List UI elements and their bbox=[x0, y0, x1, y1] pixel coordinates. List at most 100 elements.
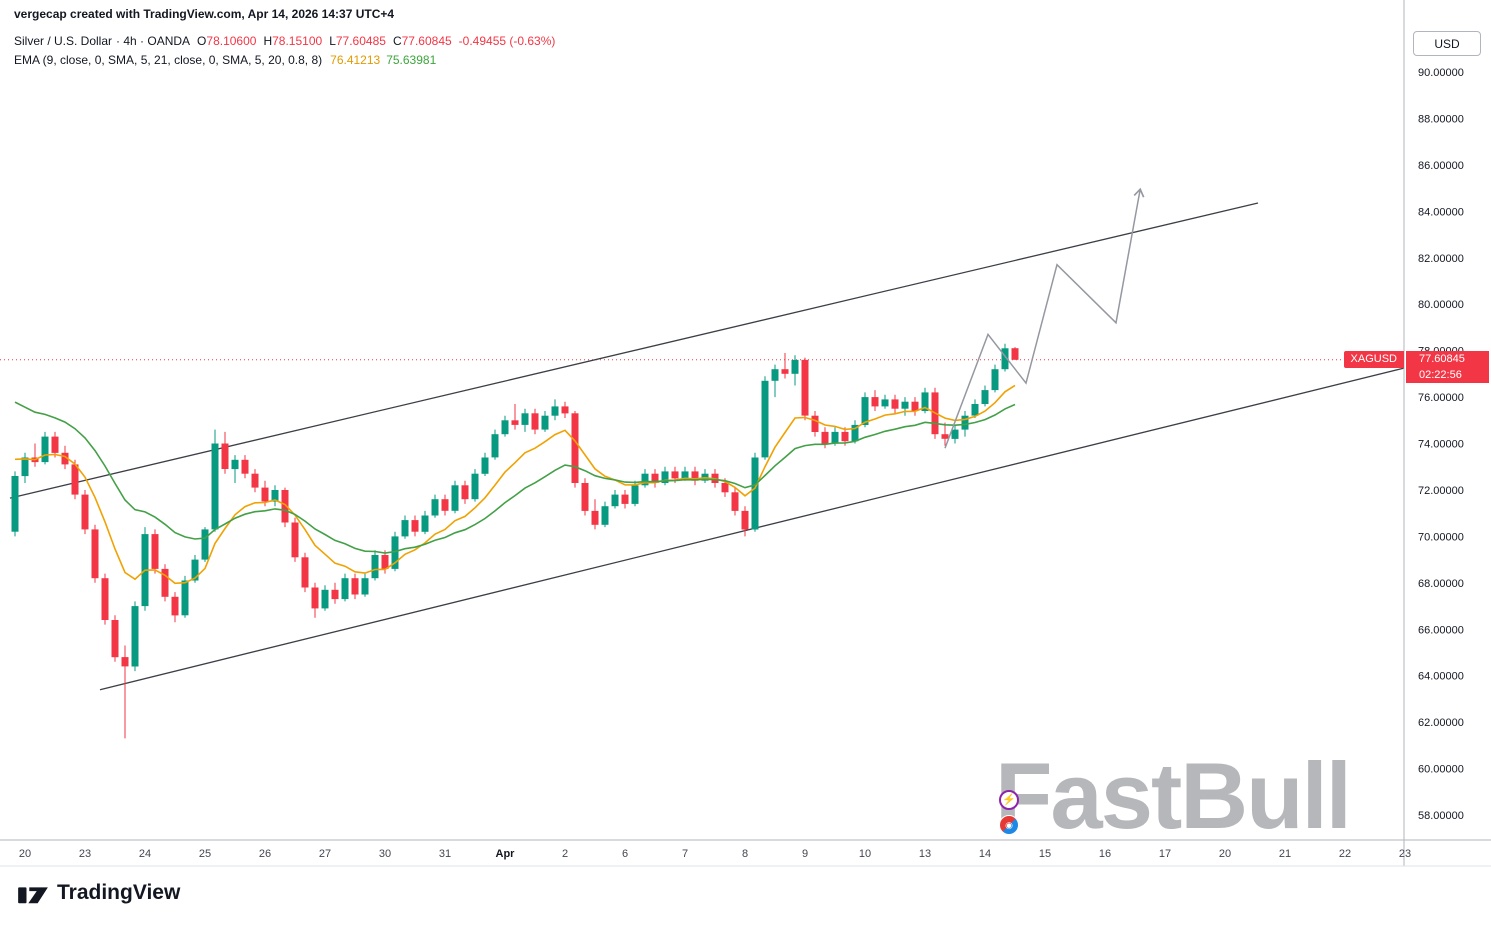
candle-body bbox=[41, 436, 49, 463]
candle-body bbox=[831, 431, 839, 444]
svg-text:60.00000: 60.00000 bbox=[1418, 764, 1464, 776]
projection-arrow[interactable] bbox=[944, 187, 1145, 449]
candle-body bbox=[391, 536, 399, 569]
candle-body bbox=[861, 397, 869, 425]
candle-body bbox=[551, 406, 559, 416]
candle-body bbox=[781, 369, 789, 374]
candle-body bbox=[841, 431, 849, 442]
candle-body bbox=[521, 413, 529, 425]
candle-body bbox=[461, 485, 469, 500]
candle-body bbox=[451, 485, 459, 511]
candle-body bbox=[361, 578, 369, 595]
tradingview-logo[interactable]: TradingView bbox=[16, 880, 180, 906]
candle-body bbox=[1011, 348, 1019, 360]
low-value: 77.60485 bbox=[335, 34, 386, 48]
candle-body bbox=[531, 413, 539, 430]
candle-body bbox=[291, 522, 299, 558]
attribution-line: vergecap created with TradingView.com, A… bbox=[14, 7, 395, 21]
svg-text:Apr: Apr bbox=[496, 848, 516, 860]
candle-body bbox=[131, 606, 139, 667]
svg-text:20: 20 bbox=[19, 848, 31, 860]
svg-text:16: 16 bbox=[1099, 848, 1111, 860]
price-tag-symbol[interactable]: XAGUSD bbox=[1343, 350, 1404, 368]
candle-body bbox=[571, 413, 579, 483]
svg-text:58.00000: 58.00000 bbox=[1418, 810, 1464, 822]
candle-body bbox=[421, 515, 429, 532]
candle-body bbox=[491, 434, 499, 458]
svg-text:6: 6 bbox=[622, 848, 628, 860]
symbol-info-bar: Silver / U.S. Dollar · 4h · OANDA O78.1060… bbox=[14, 34, 555, 48]
candle-body bbox=[641, 473, 649, 486]
candle-body bbox=[611, 494, 619, 507]
candle-body bbox=[71, 464, 79, 495]
candle-body bbox=[951, 429, 959, 439]
price-axis[interactable] bbox=[1404, 0, 1491, 866]
candle-body bbox=[261, 487, 269, 502]
indicator-fast-value: 76.41213 bbox=[330, 53, 381, 67]
svg-text:10: 10 bbox=[859, 848, 871, 860]
candle-body bbox=[851, 424, 859, 442]
svg-text:82.00000: 82.00000 bbox=[1418, 253, 1464, 265]
candle-body bbox=[191, 559, 199, 581]
candle-body bbox=[481, 457, 489, 474]
time-axis[interactable] bbox=[0, 840, 1404, 866]
candle-body bbox=[601, 506, 609, 525]
svg-text:86.00000: 86.00000 bbox=[1418, 160, 1464, 172]
svg-text:30: 30 bbox=[379, 848, 391, 860]
candle-body bbox=[801, 359, 809, 416]
svg-text:66.00000: 66.00000 bbox=[1418, 624, 1464, 636]
svg-text:23: 23 bbox=[1399, 848, 1411, 860]
candle-body bbox=[981, 390, 989, 404]
symbol-title[interactable]: Silver / U.S. Dollar bbox=[14, 34, 113, 48]
ema-lines[interactable] bbox=[14, 384, 1016, 585]
low-label: L bbox=[329, 34, 336, 48]
trend-channel-lines[interactable] bbox=[9, 202, 1405, 691]
candle-body bbox=[81, 494, 89, 530]
candle-body bbox=[431, 499, 439, 516]
svg-text:88.00000: 88.00000 bbox=[1418, 113, 1464, 125]
candle-body bbox=[231, 459, 239, 470]
indicator-name: EMA (9, close, 0, SMA, 5, 21, close, 0, … bbox=[14, 53, 323, 67]
candle-body bbox=[101, 578, 109, 620]
price-tag-price[interactable]: 77.60845 bbox=[1406, 350, 1489, 368]
candle-body bbox=[761, 380, 769, 458]
svg-text:13: 13 bbox=[919, 848, 931, 860]
candle-body bbox=[241, 459, 249, 474]
svg-text:62.00000: 62.00000 bbox=[1418, 717, 1464, 729]
indicator-status-line[interactable]: EMA (9, close, 0, SMA, 5, 21, close, 0, … bbox=[14, 53, 436, 67]
candle-body bbox=[321, 589, 329, 609]
svg-text:17: 17 bbox=[1159, 848, 1171, 860]
candle-body bbox=[151, 534, 159, 569]
candle-body bbox=[351, 578, 359, 595]
svg-text:7: 7 bbox=[682, 848, 688, 860]
svg-text:22: 22 bbox=[1339, 848, 1351, 860]
candle-body bbox=[511, 420, 519, 425]
candle-body bbox=[741, 510, 749, 530]
candles-layer bbox=[11, 343, 1019, 739]
svg-text:9: 9 bbox=[802, 848, 808, 860]
candle-body bbox=[901, 401, 909, 409]
close-label: C bbox=[392, 34, 402, 48]
candle-body bbox=[691, 471, 699, 481]
ema-21-line bbox=[14, 401, 1016, 554]
svg-text:72.00000: 72.00000 bbox=[1418, 485, 1464, 497]
currency-unit-button[interactable]: USD bbox=[1413, 31, 1481, 56]
candle-body bbox=[591, 510, 599, 525]
candle-body bbox=[441, 499, 449, 511]
indicator-slow-value: 75.63981 bbox=[386, 53, 437, 67]
symbol-meta: · 4h · OANDA bbox=[116, 34, 191, 48]
candle-body bbox=[401, 520, 409, 537]
candle-body bbox=[891, 399, 899, 409]
svg-text:31: 31 bbox=[439, 848, 451, 860]
candle-body bbox=[651, 473, 659, 483]
candle-body bbox=[921, 392, 929, 411]
price-axis-labels: 90.00000 88.00000 86.00000 84.00000 82.00000… bbox=[1418, 67, 1464, 822]
svg-text:90.00000: 90.00000 bbox=[1418, 67, 1464, 79]
fastbull-watermark: FastBull bbox=[995, 743, 1352, 848]
fastbull-lightning-icon: ⚡ bbox=[999, 790, 1019, 810]
svg-text:68.00000: 68.00000 bbox=[1418, 578, 1464, 590]
svg-text:74.00000: 74.00000 bbox=[1418, 439, 1464, 451]
candle-body bbox=[871, 397, 879, 407]
ema-9-line bbox=[14, 384, 1016, 585]
